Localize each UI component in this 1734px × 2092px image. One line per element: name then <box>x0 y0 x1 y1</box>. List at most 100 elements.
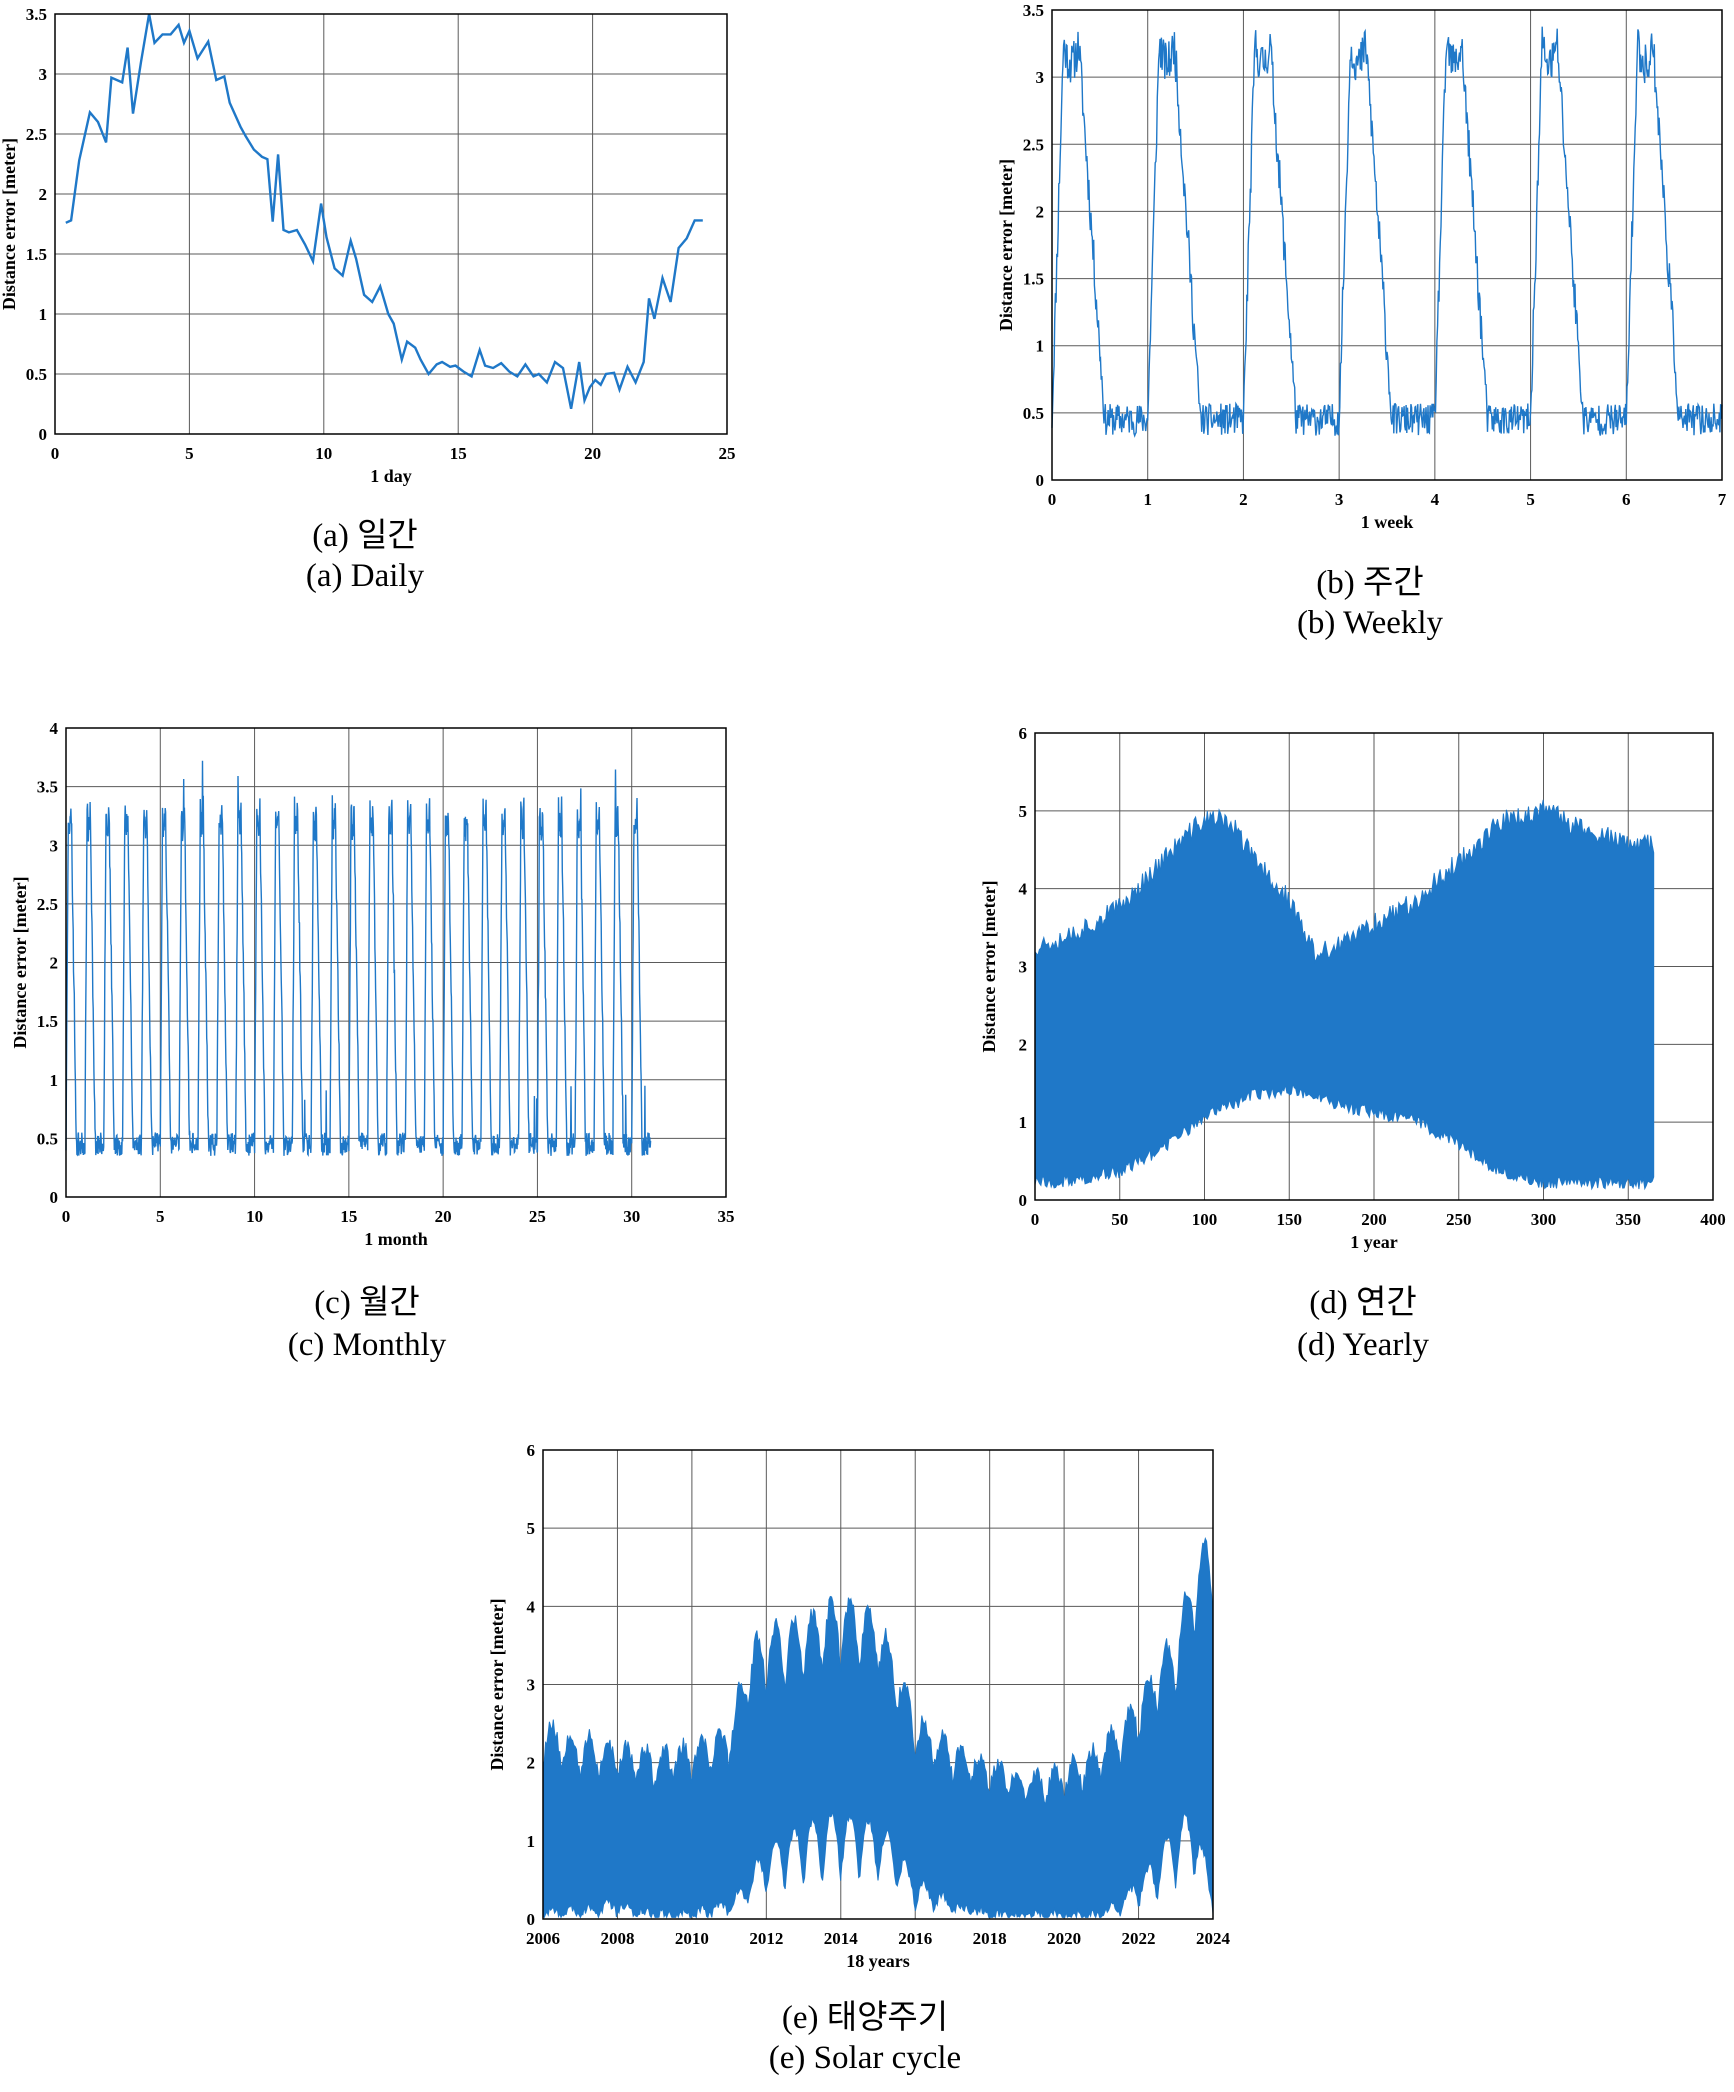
y-tick-label: 0 <box>527 1910 536 1929</box>
y-tick-label: 0 <box>50 1188 59 1207</box>
y-tick-label: 1.5 <box>26 245 47 264</box>
x-tick-label: 2008 <box>600 1929 634 1948</box>
y-tick-label: 0.5 <box>37 1129 58 1148</box>
x-tick-label: 5 <box>185 444 194 463</box>
chart-d: 0 50 100 150 200 250 300 350 400 0 1 2 3 4 5 6 1 year Dis… <box>979 724 1726 1252</box>
x-tick-label: 30 <box>623 1207 640 1226</box>
y-axis-label: Distance error [meter] <box>10 876 30 1048</box>
y-tick-label: 5 <box>1019 802 1028 821</box>
x-tick-label: 0 <box>1048 490 1057 509</box>
caption-c-en: (c) Monthly <box>287 1327 447 1363</box>
chart-a: 0 5 10 15 20 25 0 0.5 1 1.5 2 2.5 3 3.5 1 day Distance … <box>0 5 736 486</box>
caption-b-ko: (b) 주간 <box>1316 565 1424 601</box>
x-tick-label: 2016 <box>898 1929 932 1948</box>
y-tick-label: 3 <box>527 1676 536 1695</box>
caption-d-ko: (d) 연간 <box>1309 1285 1417 1321</box>
chart-e: 2006 2008 2010 2012 2014 2016 2018 2020 2022 2024… <box>487 1441 1231 1971</box>
caption-a-ko: (a) 일간 <box>312 518 418 554</box>
plot-frame <box>54 13 728 435</box>
series-line <box>65 13 703 410</box>
x-tick-label: 3 <box>1335 490 1344 509</box>
y-tick-label: 6 <box>527 1441 536 1460</box>
x-tick-label: 25 <box>719 444 736 463</box>
x-tick-label: 15 <box>450 444 467 463</box>
x-tick-label: 2024 <box>1196 1929 1231 1948</box>
y-tick-label: 3 <box>1019 958 1028 977</box>
x-tick-label: 7 <box>1718 490 1727 509</box>
y-tick-label: 2 <box>527 1754 536 1773</box>
y-tick-label: 2 <box>1019 1035 1028 1054</box>
x-tick-label: 2020 <box>1047 1929 1081 1948</box>
y-tick-label: 3.5 <box>26 5 47 24</box>
caption-b-en: (b) Weekly <box>1296 605 1444 641</box>
x-tick-label: 0 <box>1031 1210 1040 1229</box>
x-tick-label: 5 <box>1526 490 1535 509</box>
series-band <box>542 1536 1214 1920</box>
y-axis-label: Distance error [meter] <box>487 1598 507 1770</box>
y-tick-label: 0 <box>1019 1191 1028 1210</box>
x-tick-label: 300 <box>1531 1210 1557 1229</box>
x-axis-label: 1 week <box>1361 512 1414 532</box>
x-tick-label: 0 <box>51 444 60 463</box>
x-tick-label: 100 <box>1192 1210 1218 1229</box>
y-tick-label: 2 <box>39 185 48 204</box>
caption-d-en: (d) Yearly <box>1297 1327 1429 1363</box>
y-tick-label: 1 <box>39 305 48 324</box>
y-tick-label: 1 <box>527 1832 536 1851</box>
series-line <box>1051 26 1723 438</box>
x-axis-label: 1 month <box>364 1229 428 1249</box>
x-tick-label: 2010 <box>675 1929 709 1948</box>
plot-frame <box>1051 9 1723 481</box>
x-tick-label: 20 <box>435 1207 452 1226</box>
caption-e-en: (e) Solar cycle <box>768 2040 962 2076</box>
series-band <box>1034 799 1655 1191</box>
x-tick-label: 2018 <box>973 1929 1007 1948</box>
y-tick-label: 3.5 <box>1023 1 1044 20</box>
y-tick-label: 2 <box>50 954 59 973</box>
y-tick-label: 3 <box>1036 68 1045 87</box>
y-tick-label: 2 <box>1036 202 1045 221</box>
caption-c-ko: (c) 월간 <box>314 1285 420 1321</box>
y-tick-label: 0 <box>1036 471 1045 490</box>
x-tick-label: 200 <box>1361 1210 1387 1229</box>
x-axis-label: 1 day <box>370 466 412 486</box>
x-tick-label: 6 <box>1622 490 1631 509</box>
y-tick-label: 0.5 <box>26 365 47 384</box>
y-tick-label: 1 <box>50 1071 59 1090</box>
x-tick-label: 50 <box>1111 1210 1128 1229</box>
x-tick-label: 20 <box>584 444 601 463</box>
y-tick-label: 1.5 <box>1023 270 1044 289</box>
y-tick-label: 1.5 <box>37 1012 58 1031</box>
x-tick-label: 2 <box>1239 490 1248 509</box>
x-tick-label: 2012 <box>749 1929 783 1948</box>
x-tick-label: 5 <box>156 1207 165 1226</box>
y-tick-label: 6 <box>1019 724 1028 743</box>
y-axis-label: Distance error [meter] <box>996 159 1016 331</box>
chart-b: 0 1 2 3 4 5 6 7 0 0.5 1 1.5 2 2.5 3 3.5 1 week Distance e… <box>996 1 1727 532</box>
series-line <box>65 760 652 1158</box>
y-tick-label: 1 <box>1036 337 1045 356</box>
caption-a-en: (a) Daily <box>305 558 425 594</box>
x-tick-label: 10 <box>246 1207 263 1226</box>
plot-frame <box>65 727 727 1198</box>
x-tick-label: 150 <box>1277 1210 1303 1229</box>
x-tick-label: 4 <box>1431 490 1440 509</box>
y-tick-label: 2.5 <box>37 895 58 914</box>
y-tick-label: 4 <box>527 1597 536 1616</box>
x-tick-label: 400 <box>1700 1210 1726 1229</box>
y-tick-label: 3.5 <box>37 778 58 797</box>
y-axis-label: Distance error [meter] <box>979 880 999 1052</box>
x-tick-label: 15 <box>340 1207 357 1226</box>
caption-e-ko: (e) 태양주기 <box>781 2000 949 2036</box>
y-tick-label: 3 <box>39 65 48 84</box>
y-axis-label: Distance error [meter] <box>0 138 19 310</box>
x-tick-label: 10 <box>315 444 332 463</box>
x-tick-label: 0 <box>62 1207 71 1226</box>
y-tick-label: 4 <box>1019 880 1028 899</box>
y-tick-label: 3 <box>50 836 59 855</box>
plot-frame <box>542 1449 1214 1920</box>
x-tick-label: 25 <box>529 1207 546 1226</box>
y-tick-label: 1 <box>1019 1113 1028 1132</box>
plot-frame <box>1034 732 1714 1201</box>
